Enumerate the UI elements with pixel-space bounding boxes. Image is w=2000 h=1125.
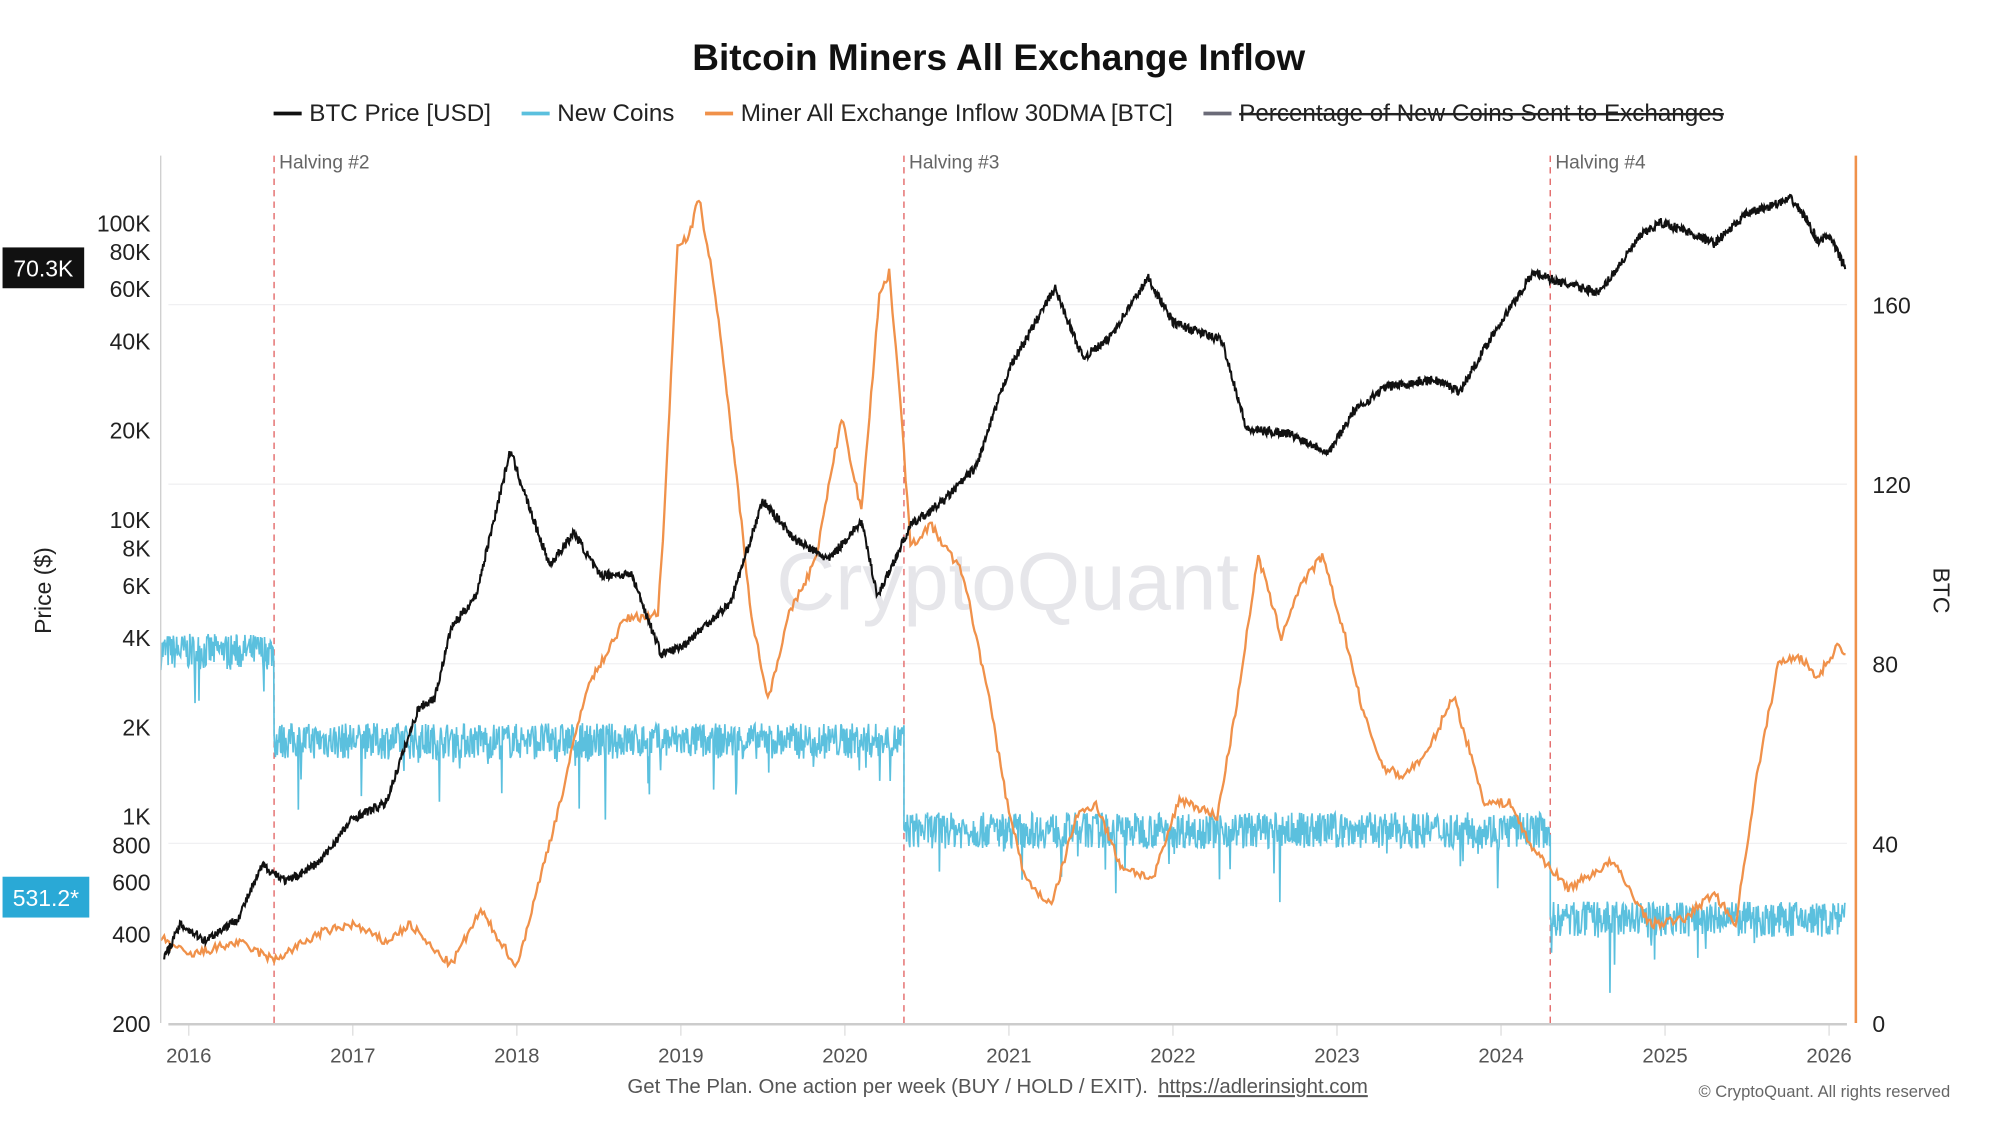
x-tick: 2020 <box>822 1046 867 1068</box>
btc-price-tag <box>2 247 85 289</box>
x-tick: 2026 <box>1806 1046 1851 1068</box>
halving-label: Halving #3 <box>909 152 999 173</box>
y-left-tick: 40K <box>110 328 152 354</box>
copyright: © CryptoQuant. All rights reserved <box>1698 1082 1950 1101</box>
y-left-tick: 600 <box>112 869 150 895</box>
series-new-coins <box>160 633 1846 993</box>
plot-area <box>159 193 1847 993</box>
x-tick: 2016 <box>166 1046 211 1068</box>
btc-price-tag-value: 70.3K <box>13 256 74 282</box>
footer-text: Get The Plan. One action per week (BUY /… <box>627 1076 1148 1098</box>
x-tick: 2023 <box>1314 1046 1359 1068</box>
y-left-tick: 6K <box>122 573 151 599</box>
y-left-tick: 10K <box>110 507 152 533</box>
y-left-tick: 200 <box>112 1011 150 1037</box>
y-left-tick: 1K <box>122 804 151 830</box>
x-tick: 2022 <box>1150 1046 1195 1068</box>
axes: 100K80K60K40K20K10K8K6K4K2K1K80060040020… <box>97 155 1911 1068</box>
y-left-tick: 100K <box>97 210 151 236</box>
halving-label: Halving #2 <box>279 152 369 173</box>
new-coins-tag <box>2 876 90 918</box>
series-miner-inflow <box>159 199 1846 969</box>
y-left-tick: 80K <box>110 239 152 265</box>
x-tick: 2024 <box>1478 1046 1523 1068</box>
y-left-label: Price ($) <box>30 547 56 634</box>
footer-link[interactable]: https://adlerinsight.com <box>1158 1076 1368 1098</box>
y-right-tick: 0 <box>1872 1011 1885 1037</box>
y-left-tick: 2K <box>122 714 151 740</box>
x-tick: 2018 <box>494 1046 539 1068</box>
legend-item[interactable]: Miner All Exchange Inflow 30DMA [BTC] <box>741 100 1173 127</box>
legend-item[interactable]: BTC Price [USD] <box>309 100 491 127</box>
x-tick: 2021 <box>986 1046 1031 1068</box>
y-left-tick: 800 <box>112 832 150 858</box>
series-btc-price <box>163 193 1847 960</box>
x-tick: 2025 <box>1642 1046 1687 1068</box>
x-tick: 2019 <box>658 1046 703 1068</box>
halving-label: Halving #4 <box>1555 152 1646 173</box>
y-right-tick: 160 <box>1872 293 1910 319</box>
y-right-label: BTC <box>1929 568 1955 614</box>
y-left-tick: 4K <box>122 625 151 651</box>
y-left-tick: 8K <box>122 536 151 562</box>
legend-item[interactable]: Percentage of New Coins Sent to Exchange… <box>1239 100 1724 127</box>
grid <box>168 303 1847 845</box>
legend-item[interactable]: New Coins <box>557 100 674 127</box>
watermark: CryptoQuant <box>776 537 1239 628</box>
legend: BTC Price [USD] New Coins Miner All Exchan… <box>273 100 1724 127</box>
y-left-tick: 20K <box>110 418 152 444</box>
chart-title: Bitcoin Miners All Exchange Inflow <box>692 37 1305 78</box>
x-tick: 2017 <box>330 1046 375 1068</box>
y-right-tick: 80 <box>1872 652 1898 678</box>
y-left-tick: 400 <box>112 922 150 948</box>
y-right-tick: 120 <box>1872 472 1910 498</box>
halving-markers: Halving #2 Halving #3 Halving #4 <box>273 152 1646 1023</box>
y-left-tick: 60K <box>110 276 152 302</box>
new-coins-tag-value: 531.2* <box>13 885 79 911</box>
y-right-tick: 40 <box>1872 831 1898 857</box>
value-tags: 70.3K 531.2* <box>2 247 90 918</box>
